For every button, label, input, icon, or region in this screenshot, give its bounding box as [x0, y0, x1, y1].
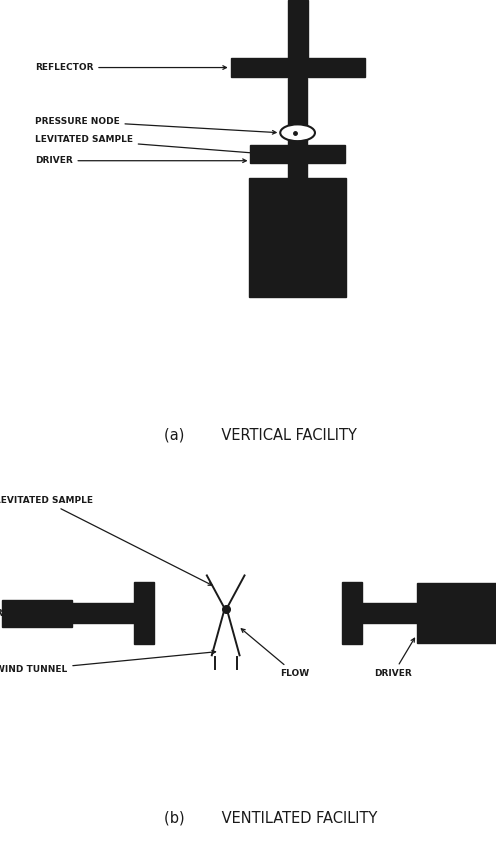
Text: (a)        VERTICAL FACILITY: (a) VERTICAL FACILITY	[164, 428, 357, 442]
Text: LEVITATED SAMPLE: LEVITATED SAMPLE	[35, 136, 259, 155]
Bar	[342, 582, 362, 645]
Text: REFLECTOR: REFLECTOR	[0, 609, 73, 617]
Bar	[250, 145, 345, 163]
Bar	[352, 603, 427, 623]
Text: WIND TUNNEL: WIND TUNNEL	[0, 650, 216, 674]
Bar	[134, 582, 154, 645]
Text: (b)        VENTILATED FACILITY: (b) VENTILATED FACILITY	[164, 811, 377, 826]
Ellipse shape	[280, 125, 315, 141]
Bar	[249, 178, 346, 297]
Text: PRESSURE NODE: PRESSURE NODE	[35, 117, 276, 134]
Bar	[231, 58, 365, 77]
Bar	[288, 163, 307, 182]
Text: DRIVER: DRIVER	[35, 156, 247, 165]
Text: LEVITATED SAMPLE: LEVITATED SAMPLE	[0, 495, 212, 585]
Text: FLOW: FLOW	[241, 628, 310, 678]
Bar	[288, 0, 308, 61]
Text: DRIVER: DRIVER	[374, 639, 415, 678]
Bar	[69, 603, 144, 623]
Bar	[2, 600, 72, 627]
Text: REFLECTOR: REFLECTOR	[35, 63, 227, 72]
Bar	[288, 78, 307, 150]
Bar	[417, 583, 496, 644]
